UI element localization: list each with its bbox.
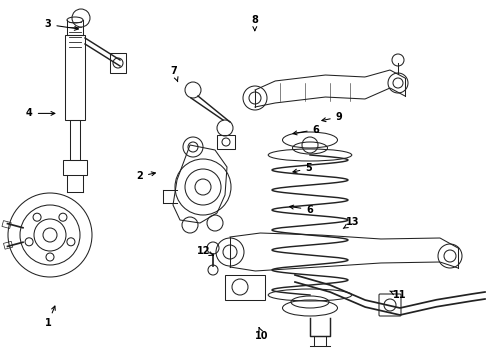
- Bar: [3, 241, 13, 249]
- Text: 7: 7: [171, 66, 178, 82]
- Text: 9: 9: [322, 112, 343, 122]
- Text: 4: 4: [26, 108, 55, 118]
- Bar: [217, 135, 235, 149]
- Bar: [63, 160, 87, 175]
- Text: 8: 8: [251, 15, 258, 31]
- Bar: [225, 275, 265, 300]
- Bar: [2, 221, 11, 229]
- Text: 1: 1: [45, 306, 55, 328]
- Text: 2: 2: [136, 171, 155, 181]
- Text: 10: 10: [255, 328, 269, 341]
- Text: 6: 6: [290, 204, 313, 215]
- Text: 3: 3: [45, 19, 78, 30]
- Text: 6: 6: [293, 125, 319, 135]
- Text: 13: 13: [343, 217, 360, 229]
- Bar: [70, 120, 80, 160]
- Bar: [65, 35, 85, 120]
- Bar: [110, 53, 126, 73]
- Text: 5: 5: [293, 163, 312, 174]
- Text: 12: 12: [196, 246, 213, 256]
- Text: 11: 11: [390, 290, 406, 300]
